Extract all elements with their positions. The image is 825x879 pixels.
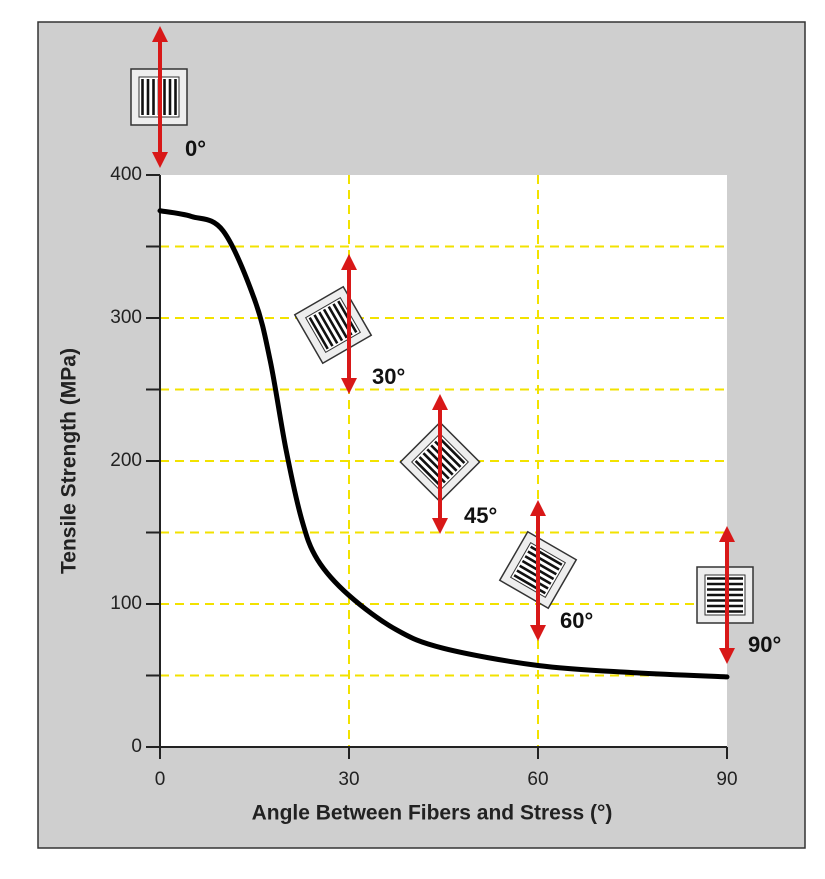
y-tick-label: 100 <box>110 593 142 614</box>
y-axis-label: Tensile Strength (MPa) <box>58 348 81 574</box>
x-axis-label: Angle Between Fibers and Stress (°) <box>252 802 613 825</box>
y-tick-label: 0 <box>131 736 142 757</box>
x-tick-label: 0 <box>155 769 166 790</box>
fiber <box>308 317 329 350</box>
annotation: 45° <box>464 503 497 528</box>
fiber <box>318 311 339 344</box>
fiber-icon <box>399 421 481 503</box>
x-tick-label: 30 <box>338 769 359 790</box>
y-tick-label: 300 <box>110 307 142 328</box>
y-tick-label: 200 <box>110 450 142 471</box>
annotation: 60° <box>560 608 593 633</box>
icons <box>130 26 754 664</box>
fiber <box>313 314 334 347</box>
fiber <box>322 308 344 342</box>
annotation: 0° <box>185 136 206 161</box>
grid <box>160 175 727 747</box>
x-tick-label: 90 <box>716 769 737 790</box>
curve <box>157 208 730 680</box>
annotation: 90° <box>748 632 781 657</box>
x-tick-label: 60 <box>527 769 548 790</box>
y-tick-label: 400 <box>110 164 142 185</box>
annotation: 30° <box>372 364 405 389</box>
